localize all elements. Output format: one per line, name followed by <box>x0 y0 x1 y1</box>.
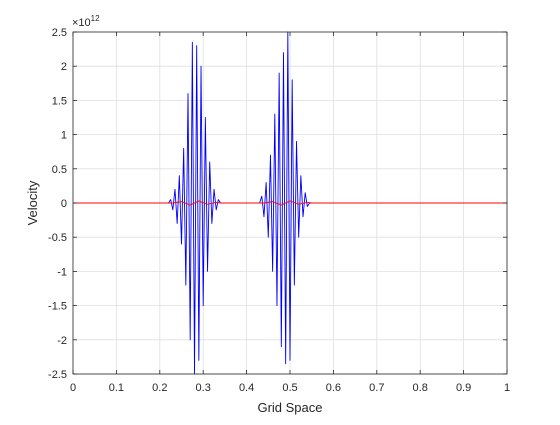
y-tick-label: 1.5 <box>52 95 67 107</box>
x-axis-title: Grid Space <box>257 400 322 415</box>
x-tick-label: 0.5 <box>282 382 297 394</box>
x-tick-label: 0.9 <box>456 382 471 394</box>
x-tick-label: 0.1 <box>109 382 124 394</box>
x-tick-label: 0.2 <box>152 382 167 394</box>
data-series <box>73 31 507 375</box>
series-line-2 <box>73 200 507 206</box>
y-tick-label: 2 <box>61 61 67 73</box>
y-tick-label: -2.5 <box>48 369 67 381</box>
x-tick-label: 0.8 <box>413 382 428 394</box>
y-axis-title: Velocity <box>25 180 40 225</box>
y-tick-label: 0.5 <box>52 164 67 176</box>
x-tick-label: 0 <box>70 382 76 394</box>
x-tick-label: 0.3 <box>196 382 211 394</box>
y-exponent-power: 12 <box>91 14 100 23</box>
y-tick-label: -1.5 <box>48 301 67 313</box>
x-tick-label: 0.7 <box>369 382 384 394</box>
y-tick-label: -0.5 <box>48 232 67 244</box>
y-exponent-label: ×1012 <box>72 14 100 29</box>
x-tick-label: 0.6 <box>326 382 341 394</box>
axis-ticks <box>72 31 508 375</box>
tick-labels: 0 0.1 0.2 0.3 0.4 0.5 0.6 0.7 0.8 0.9 1 2.5 2 1.5 1 0.5… <box>48 27 510 394</box>
y-tick-label: 1 <box>61 130 67 142</box>
y-tick-label: 0 <box>61 198 67 210</box>
x-tick-label: 0.4 <box>239 382 254 394</box>
y-tick-label: -2 <box>57 335 67 347</box>
y-tick-label: 2.5 <box>52 27 67 39</box>
x-tick-label: 1 <box>504 382 510 394</box>
y-tick-label: -1 <box>57 266 67 278</box>
